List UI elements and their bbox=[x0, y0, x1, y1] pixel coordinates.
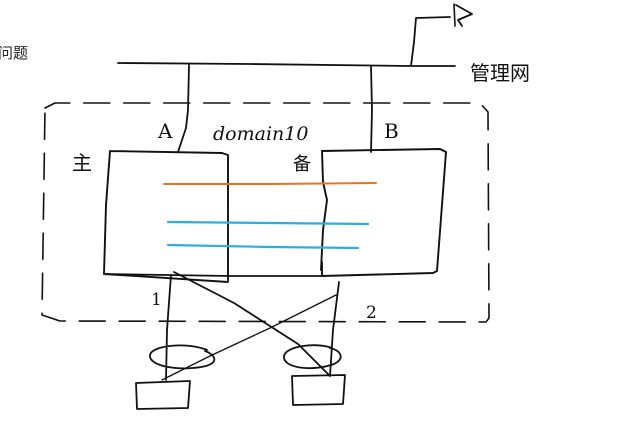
switch-b-uplink bbox=[370, 65, 373, 153]
downlink-a-straight bbox=[165, 274, 172, 381]
server-right bbox=[291, 374, 346, 406]
switch-b-box bbox=[321, 148, 447, 277]
backup-label: 备 bbox=[293, 154, 311, 175]
domain-boundary bbox=[41, 102, 490, 323]
switch-a-box bbox=[103, 150, 229, 283]
orange-stack-link bbox=[163, 182, 377, 185]
page-title-fragment: 问题 bbox=[0, 44, 29, 62]
management-uplink-line bbox=[410, 16, 451, 67]
switch-b-left-edge bbox=[320, 150, 328, 271]
downlink-b-straight bbox=[329, 281, 340, 377]
domain-label: domain10 bbox=[213, 123, 308, 145]
switch-b-label: B bbox=[384, 119, 399, 143]
inter-switch-bottom-line bbox=[103, 273, 323, 277]
management-network-line bbox=[117, 62, 456, 67]
switch-a-uplink bbox=[177, 64, 190, 153]
management-network-label: 管理网 bbox=[470, 61, 530, 85]
link-1-label: 1 bbox=[151, 290, 162, 310]
switch-a-label: A bbox=[157, 119, 173, 143]
blue-stack-link-1 bbox=[166, 220, 370, 226]
server-left bbox=[135, 380, 191, 410]
link-2-label: 2 bbox=[366, 303, 377, 323]
aggregation-loop-right bbox=[283, 344, 342, 370]
flag-icon bbox=[453, 3, 473, 27]
blue-stack-link-2 bbox=[166, 243, 360, 250]
downlink-a-cross bbox=[173, 271, 331, 377]
primary-label: 主 bbox=[72, 151, 92, 175]
aggregation-loop-left bbox=[149, 344, 216, 370]
downlink-b-cross bbox=[161, 294, 337, 381]
